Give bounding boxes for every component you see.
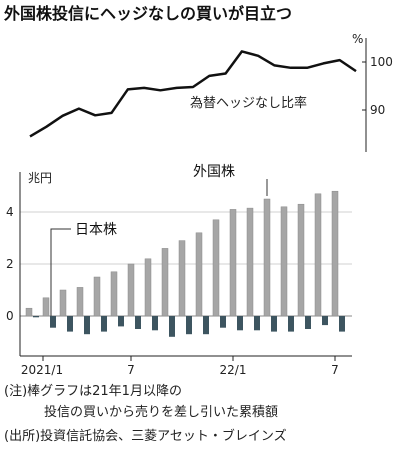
note-line-2: 投信の買いから売りを差し引いた累積額	[44, 404, 278, 420]
bar-foreign	[331, 190, 339, 317]
bar-japan	[152, 316, 158, 331]
bar-foreign	[76, 287, 84, 317]
bar-japan	[118, 316, 124, 327]
line-y-tick-90: 90	[370, 103, 385, 117]
bar-foreign	[178, 240, 186, 317]
bar-foreign	[59, 289, 67, 317]
bar-foreign	[93, 276, 101, 317]
x-tick-22-1: 22/1	[220, 363, 247, 377]
x-tick-7: 7	[127, 363, 135, 377]
bar-japan	[288, 316, 294, 332]
chart-title: 外国株投信にヘッジなしの買いが目立つ	[3, 4, 292, 23]
line-chart: % 100 90 為替ヘッジなし比率	[29, 32, 393, 152]
line-unit-label: %	[352, 32, 363, 46]
bar-y-tick-2: 2	[6, 257, 14, 271]
bar-foreign	[280, 206, 288, 317]
bar-japan	[305, 316, 311, 329]
bar-japan	[67, 316, 73, 332]
series-label-foreign: 外国株	[193, 164, 235, 180]
bar-foreign	[246, 207, 254, 317]
bar-foreign	[42, 297, 50, 317]
japan-label-leader	[50, 228, 71, 316]
source-line: (出所)投資信託協会、三菱アセット・ブレインズ	[4, 428, 287, 444]
bar-japan	[254, 316, 260, 331]
bar-foreign	[263, 198, 271, 317]
bar-foreign	[161, 248, 169, 317]
bar-foreign	[127, 263, 135, 317]
bar-japan	[322, 316, 328, 326]
bar-japan	[203, 316, 209, 335]
bar-marks	[25, 190, 345, 337]
bar-japan	[50, 316, 56, 328]
line-series-label: 為替ヘッジなし比率	[190, 95, 307, 111]
x-tick-7b: 7	[331, 363, 339, 377]
bar-y-tick-0: 0	[6, 309, 14, 323]
bar-chart: 兆円 4 2 0 2021/1 7 22/1 7 外国株 日本株	[6, 164, 352, 377]
bar-japan	[271, 316, 277, 332]
bar-unit-label: 兆円	[28, 171, 52, 185]
bar-foreign	[314, 193, 322, 317]
bar-japan	[33, 316, 39, 318]
bar-japan	[169, 316, 175, 337]
note-line-1: (注)棒グラフは21年1月以降の	[4, 384, 182, 399]
bar-foreign	[297, 203, 305, 317]
bar-foreign	[25, 307, 33, 317]
bar-foreign	[110, 271, 118, 317]
line-y-tick-100: 100	[370, 55, 393, 69]
bar-japan	[186, 316, 192, 335]
x-tick-2021-1: 2021/1	[21, 363, 63, 377]
ratio-series-line	[29, 50, 357, 138]
bar-foreign	[144, 258, 152, 317]
bar-foreign	[212, 219, 220, 317]
bar-y-tick-4: 4	[6, 205, 14, 219]
bar-japan	[339, 316, 345, 332]
bar-japan	[220, 316, 226, 328]
bar-japan	[84, 316, 90, 335]
bar-japan	[237, 316, 243, 331]
bar-japan	[135, 316, 141, 329]
series-label-japan: 日本株	[75, 222, 117, 238]
bar-japan	[101, 316, 107, 332]
bar-foreign	[195, 232, 203, 317]
bar-foreign	[229, 209, 237, 317]
